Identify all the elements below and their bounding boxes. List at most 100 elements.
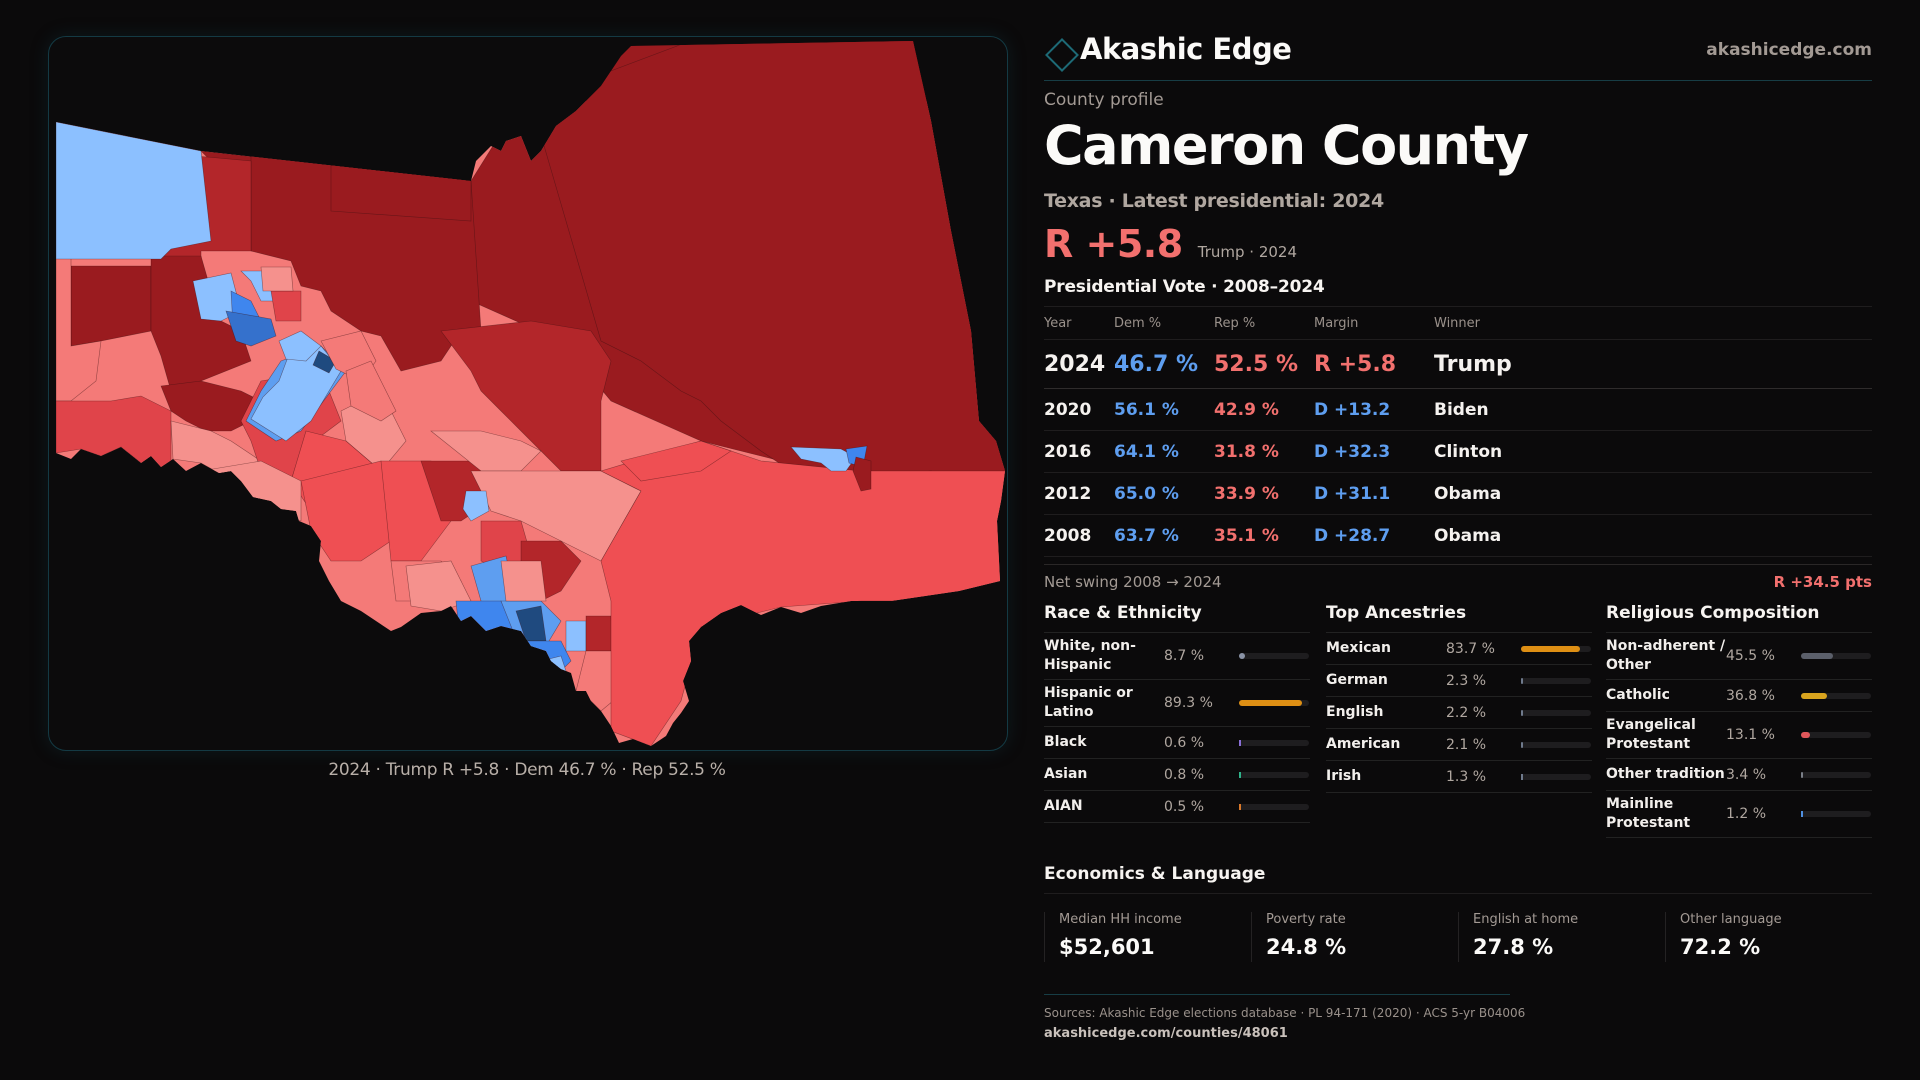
- demographic-bar-fill: [1521, 677, 1523, 684]
- precinct[interactable]: [56, 395, 172, 472]
- row-year: 2024: [1044, 339, 1114, 389]
- sources-text: Sources: Akashic Edge elections database…: [1044, 1006, 1526, 1020]
- demographic-label: Irish: [1326, 768, 1362, 784]
- demographic-label: Hispanic or Latino: [1044, 685, 1133, 720]
- demographic-row: AIAN 0.5 %: [1044, 791, 1310, 823]
- map-caption: 2024 · Trump R +5.8 · Dem 46.7 % · Rep 5…: [328, 760, 726, 780]
- vote-section-title: Presidential Vote · 2008–2024: [1044, 277, 1325, 297]
- demographic-value: 2.2 %: [1446, 704, 1487, 721]
- stat-value: 72.2 %: [1680, 935, 1761, 959]
- precinct[interactable]: [600, 440, 1007, 746]
- demographic-bar-fill: [1239, 739, 1241, 746]
- demographic-bar-track: [1239, 739, 1309, 746]
- ancestry-section: Top Ancestries Mexican 83.7 % German 2.3 % E…: [1326, 600, 1592, 793]
- precinct[interactable]: [852, 456, 872, 492]
- precinct-map[interactable]: [49, 37, 1007, 750]
- precinct[interactable]: [405, 560, 472, 612]
- row-dem: 65.0 %: [1114, 472, 1214, 515]
- col-winner: Winner: [1434, 306, 1872, 340]
- demographic-value: 13.1 %: [1726, 727, 1775, 743]
- table-row: 2024 46.7 % 52.5 % R +5.8 Trump: [1044, 339, 1872, 389]
- precinct[interactable]: [480, 635, 507, 662]
- demographic-value: 0.6 %: [1164, 734, 1205, 751]
- demographic-bar-fill: [1239, 700, 1302, 706]
- demographic-bar-fill: [1521, 709, 1523, 716]
- precinct[interactable]: [225, 310, 277, 347]
- precinct[interactable]: [260, 266, 294, 292]
- net-swing-value: R +34.5 pts: [1773, 573, 1872, 591]
- precinct[interactable]: [462, 490, 490, 522]
- margin-value: R +5.8: [1044, 222, 1183, 266]
- page-eyebrow: County profile: [1044, 90, 1164, 110]
- row-margin: D +31.1: [1314, 472, 1434, 515]
- row-dem: 46.7 %: [1114, 339, 1214, 389]
- row-margin: D +28.7: [1314, 514, 1434, 557]
- precinct[interactable]: [160, 380, 262, 432]
- col-year: Year: [1044, 306, 1114, 340]
- row-rep: 33.9 %: [1214, 472, 1314, 515]
- demographic-value: 1.3 %: [1446, 768, 1487, 785]
- county-url-link[interactable]: akashicedge.com/counties/48061: [1044, 1026, 1288, 1041]
- precinct[interactable]: [620, 440, 732, 482]
- demographic-value: 2.3 %: [1446, 672, 1487, 689]
- precinct[interactable]: [278, 330, 322, 362]
- demographic-value: 0.8 %: [1164, 766, 1205, 783]
- demographic-value: 83.7 %: [1446, 640, 1495, 657]
- row-dem: 56.1 %: [1114, 388, 1214, 431]
- precinct[interactable]: [330, 152, 472, 222]
- demographic-row: Catholic 36.8 %: [1606, 680, 1872, 712]
- row-margin: D +13.2: [1314, 388, 1434, 431]
- demographic-bar-track: [1801, 692, 1871, 699]
- stat-label: Poverty rate: [1266, 912, 1346, 927]
- demographic-bar-fill: [1239, 653, 1246, 659]
- precinct[interactable]: [250, 345, 342, 442]
- demographic-row: Hispanic or Latino 89.3 %: [1044, 680, 1310, 727]
- row-winner: Trump: [1434, 339, 1872, 389]
- precinct[interactable]: [515, 605, 547, 642]
- precinct-map-panel[interactable]: [48, 36, 1008, 751]
- demographic-label: English: [1326, 704, 1384, 720]
- demographic-value: 1.2 %: [1726, 806, 1767, 822]
- religion-title: Religious Composition: [1606, 600, 1872, 633]
- demographic-bar-track: [1801, 811, 1871, 817]
- economics-title: Economics & Language: [1044, 864, 1266, 884]
- demographic-bar-fill: [1801, 771, 1804, 778]
- precinct[interactable]: [470, 640, 522, 692]
- demographic-row: Mainline Protestant 1.2 %: [1606, 791, 1872, 838]
- precinct[interactable]: [56, 121, 212, 260]
- demographic-bar-track: [1521, 709, 1591, 716]
- precinct[interactable]: [585, 615, 614, 652]
- precinct[interactable]: [565, 620, 587, 652]
- table-row: 2008 63.7 % 35.1 % D +28.7 Obama: [1044, 514, 1872, 557]
- demographic-bar-track: [1801, 771, 1871, 778]
- stat-label: Other language: [1680, 912, 1782, 927]
- table-row: 2020 56.1 % 42.9 % D +13.2 Biden: [1044, 388, 1872, 431]
- precinct[interactable]: [345, 360, 397, 422]
- ancestry-title: Top Ancestries: [1326, 600, 1592, 633]
- demographic-bar-fill: [1521, 773, 1523, 780]
- demographic-row: White, non-Hispanic 8.7 %: [1044, 633, 1310, 680]
- row-year: 2008: [1044, 514, 1114, 557]
- row-dem: 63.7 %: [1114, 514, 1214, 557]
- precinct[interactable]: [790, 446, 857, 472]
- row-year: 2012: [1044, 472, 1114, 515]
- demographic-row: German 2.3 %: [1326, 665, 1592, 697]
- economics-divider: [1044, 893, 1872, 894]
- row-rep: 31.8 %: [1214, 430, 1314, 473]
- precinct[interactable]: [270, 290, 302, 322]
- precinct[interactable]: [540, 655, 567, 680]
- demographic-row: English 2.2 %: [1326, 697, 1592, 729]
- stat-label: English at home: [1473, 912, 1579, 927]
- brand-url-link[interactable]: akashicedge.com: [1706, 40, 1872, 60]
- precinct[interactable]: [500, 560, 547, 602]
- row-winner: Clinton: [1434, 430, 1872, 473]
- col-dem: Dem %: [1114, 306, 1214, 340]
- demographic-bar-fill: [1801, 732, 1811, 738]
- demographic-row: Black 0.6 %: [1044, 727, 1310, 759]
- stat-value: 24.8 %: [1266, 935, 1347, 959]
- stat-value: 27.8 %: [1473, 935, 1554, 959]
- demographic-bar-fill: [1239, 771, 1241, 778]
- demographic-label: Other tradition: [1606, 766, 1725, 782]
- demographic-bar-track: [1521, 773, 1591, 780]
- demographic-row: Asian 0.8 %: [1044, 759, 1310, 791]
